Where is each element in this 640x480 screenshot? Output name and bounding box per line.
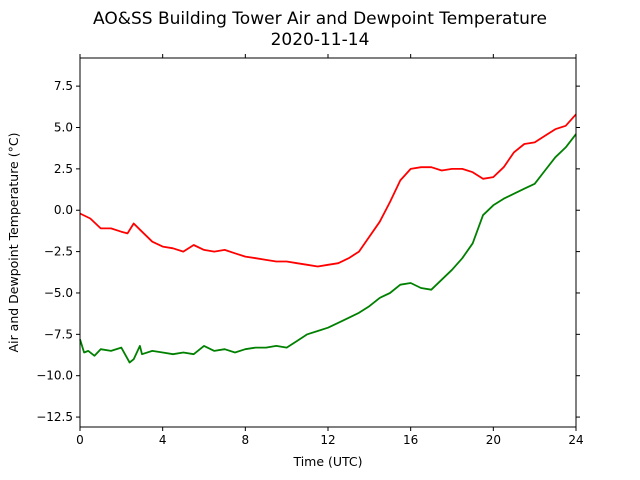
y-axis-label: Air and Dewpoint Temperature (°C) (6, 133, 21, 353)
y-tick-label: −7.5 (44, 327, 73, 341)
series-layer (79, 113, 577, 364)
y-tick-label: −10.0 (36, 369, 73, 383)
y-tick-label: −2.5 (44, 245, 73, 259)
x-tick-label: 16 (403, 433, 418, 447)
y-tick-label: −12.5 (36, 410, 73, 424)
y-tick-label: 5.0 (54, 120, 73, 134)
chart-subtitle: 2020-11-14 (271, 30, 370, 50)
y-tick-label: −5.0 (44, 286, 73, 300)
x-tick-label: 24 (568, 433, 583, 447)
ticks-layer: 0 4 8 12 16 20 24 −12.5 −10.0 −7.5 −5.0 −2.5 0.0 2.5 5… (36, 54, 584, 447)
plot-frame (79, 57, 577, 428)
x-tick-label: 4 (159, 433, 167, 447)
series-line-1 (79, 113, 577, 268)
y-tick-label: 7.5 (54, 79, 73, 93)
x-tick-label: 8 (242, 433, 250, 447)
x-tick-label: 20 (486, 433, 501, 447)
y-tick-label: 2.5 (54, 162, 73, 176)
x-tick-label: 12 (320, 433, 335, 447)
series-line-2 (79, 133, 577, 364)
x-axis-label: Time (UTC) (292, 454, 362, 469)
x-tick-label: 0 (76, 433, 84, 447)
chart-title: AO&SS Building Tower Air and Dewpoint Te… (93, 9, 547, 29)
y-tick-label: 0.0 (54, 203, 73, 217)
